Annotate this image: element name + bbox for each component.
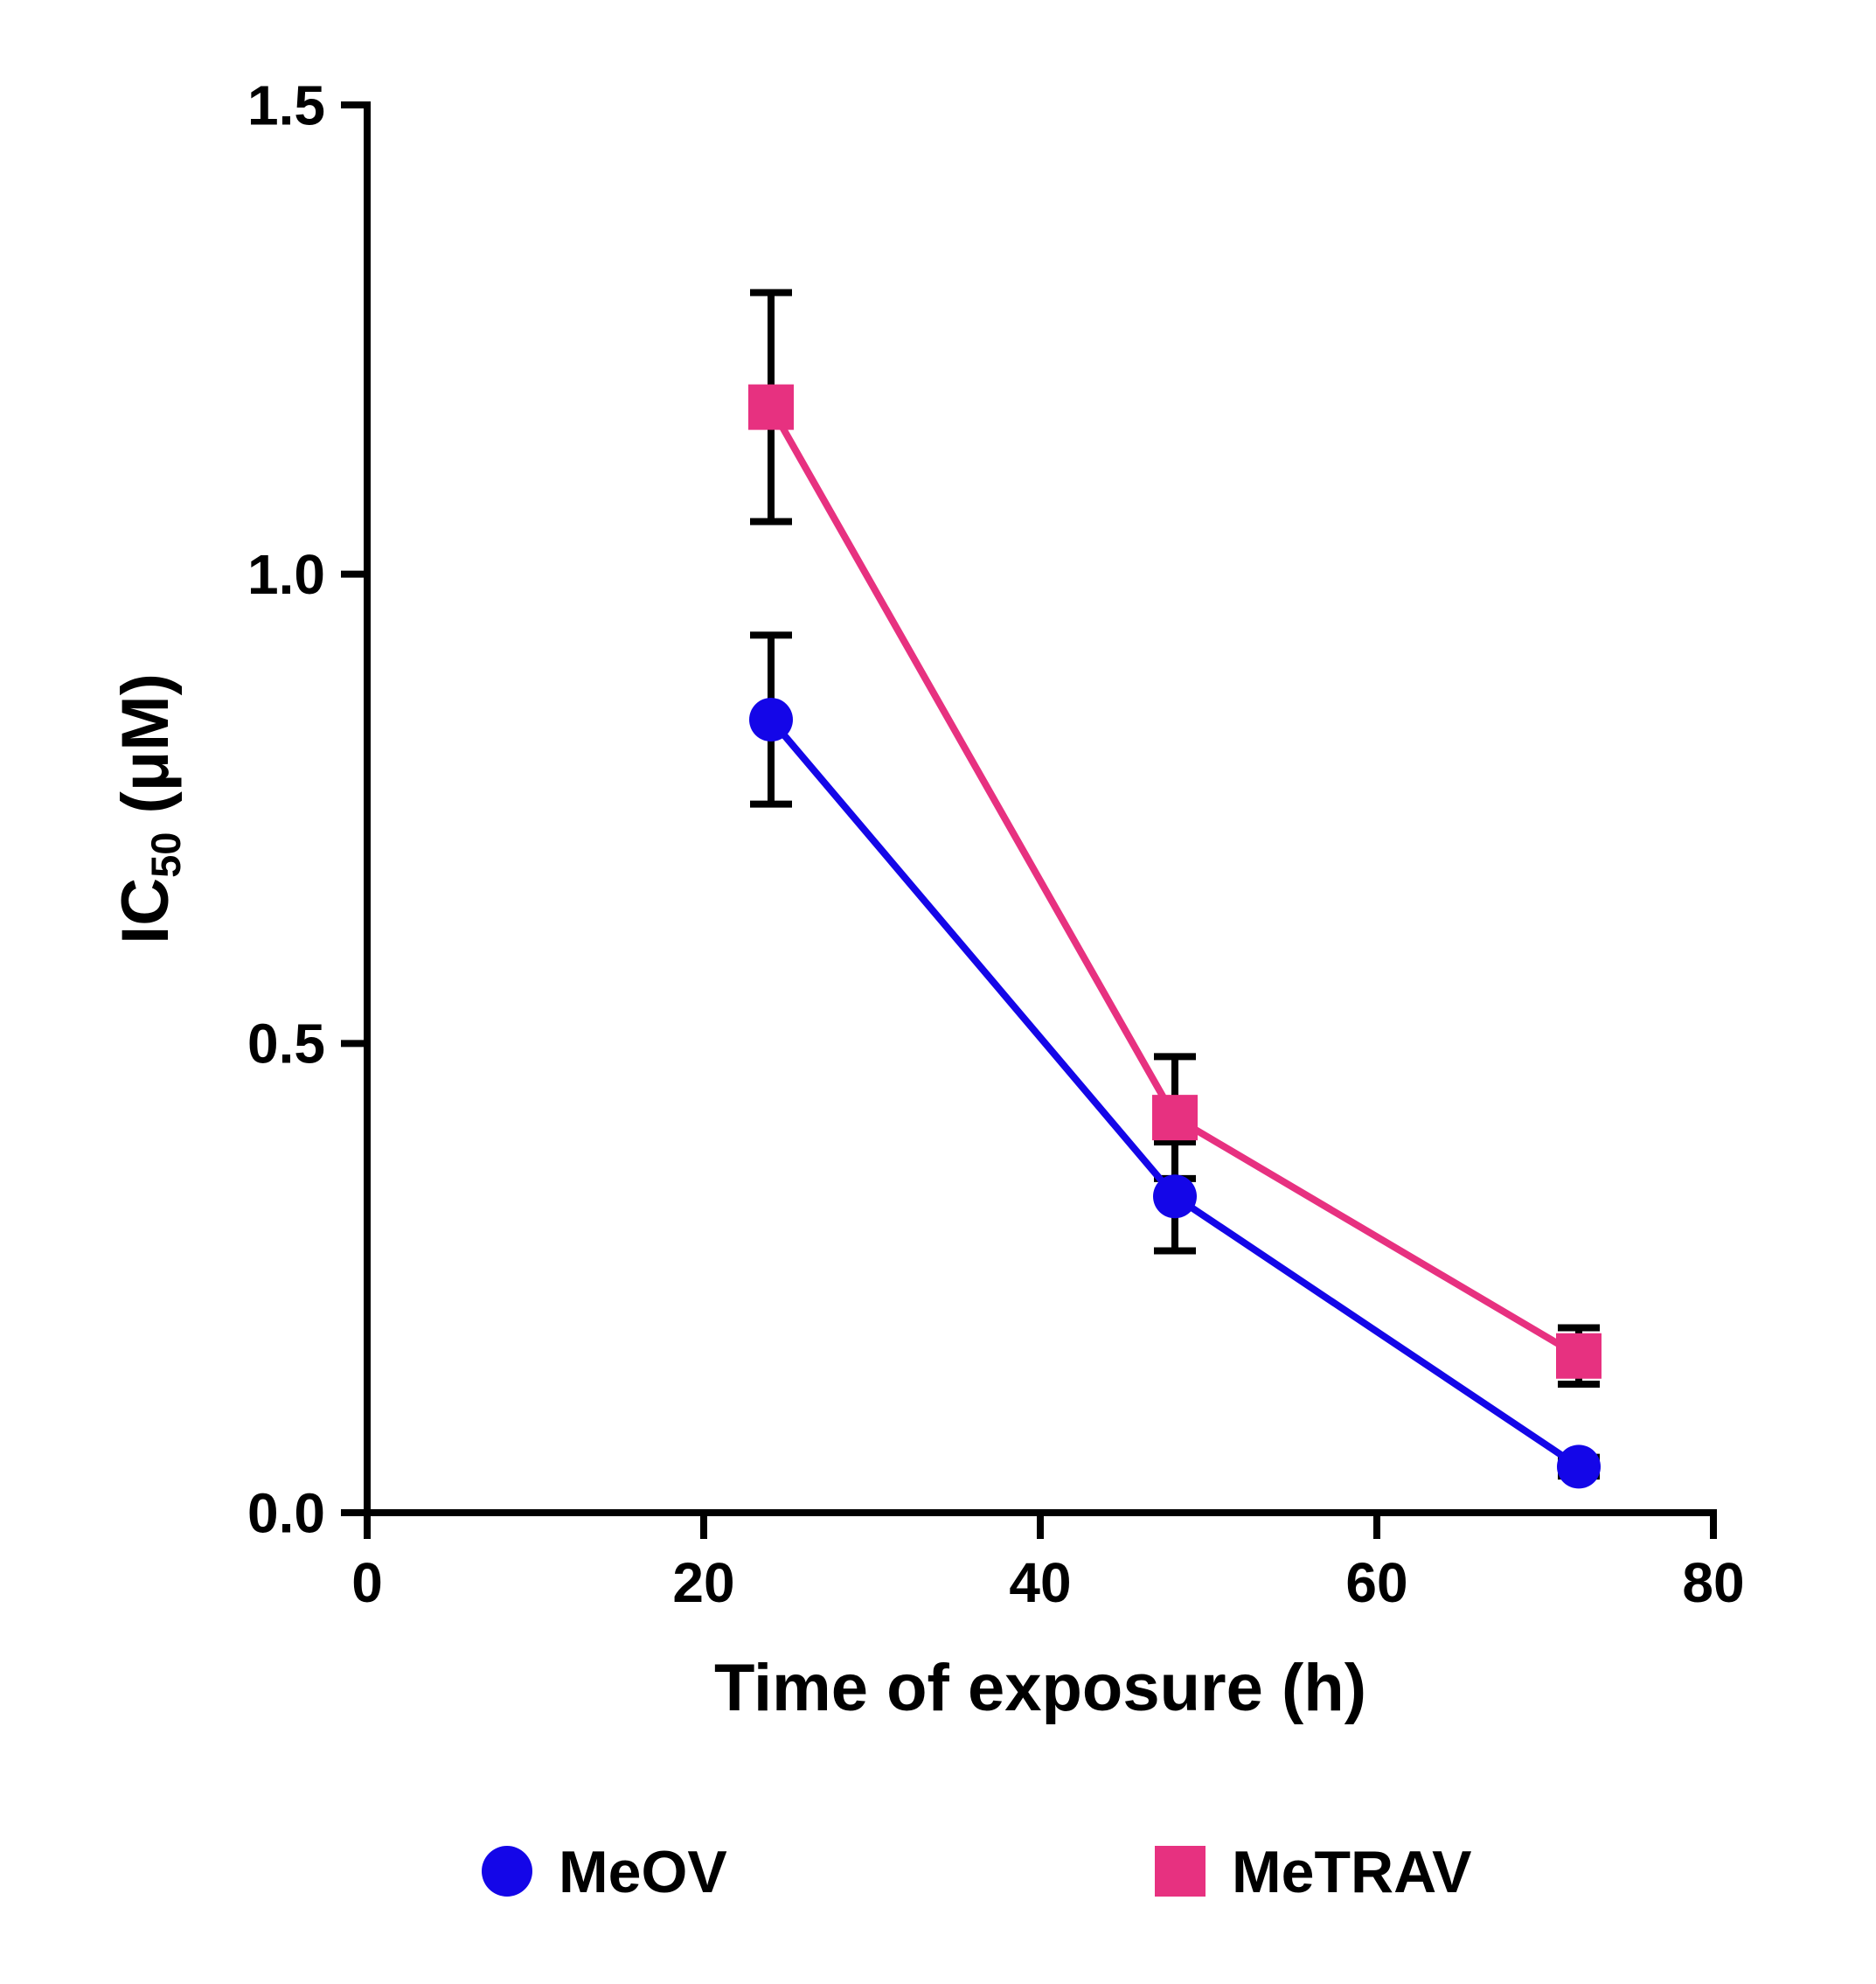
series-marker — [1557, 1444, 1601, 1488]
y-tick-label: 0.0 — [247, 1481, 325, 1544]
ic50-vs-time-chart: 0 20 40 60 80 0.0 0.5 1.0 1.5 Time of exposure (h… — [0, 0, 1876, 1984]
series-marker — [1556, 1333, 1602, 1379]
x-tick-label: 20 — [672, 1551, 734, 1614]
x-tick-label: 40 — [1009, 1551, 1071, 1614]
series-marker — [1152, 1095, 1198, 1140]
legend-marker — [1155, 1846, 1206, 1897]
y-tick-label: 0.5 — [247, 1013, 325, 1076]
series-marker — [748, 385, 794, 430]
x-axis-label: Time of exposure (h) — [714, 1651, 1366, 1725]
y-tick-label: 1.0 — [247, 543, 325, 606]
y-axis-label: IC50 (μM) — [108, 673, 189, 944]
chart-svg: 0 20 40 60 80 0.0 0.5 1.0 1.5 Time of exposure (h… — [0, 0, 1876, 1984]
x-tick-label: 80 — [1682, 1551, 1744, 1614]
series-marker — [749, 698, 793, 741]
x-tick-label: 0 — [351, 1551, 383, 1614]
legend-label: MeTRAV — [1232, 1839, 1472, 1905]
series-marker — [1153, 1174, 1197, 1218]
legend-label: MeOV — [559, 1839, 727, 1905]
x-tick-label: 60 — [1345, 1551, 1407, 1614]
legend-marker — [482, 1846, 532, 1897]
y-tick-label: 1.5 — [247, 73, 325, 136]
